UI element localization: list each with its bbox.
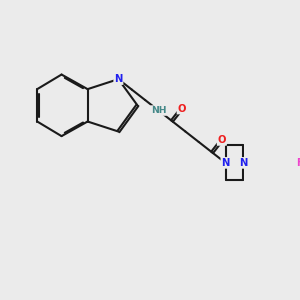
- Text: N: N: [114, 74, 123, 84]
- Text: NH: NH: [151, 106, 166, 115]
- Text: N: N: [239, 158, 247, 168]
- Text: F: F: [296, 158, 300, 168]
- Text: O: O: [177, 103, 186, 113]
- Text: N: N: [221, 158, 230, 168]
- Text: O: O: [218, 135, 226, 145]
